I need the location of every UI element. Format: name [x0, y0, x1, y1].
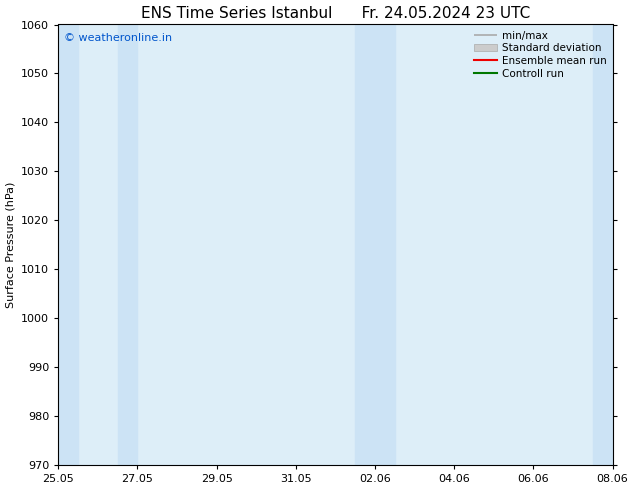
Text: © weatheronline.in: © weatheronline.in: [64, 33, 172, 43]
Title: ENS Time Series Istanbul      Fr. 24.05.2024 23 UTC: ENS Time Series Istanbul Fr. 24.05.2024 …: [141, 5, 530, 21]
Bar: [118, 24, 138, 465]
Bar: [593, 24, 612, 465]
Bar: [355, 24, 395, 465]
Bar: [58, 24, 78, 465]
Y-axis label: Surface Pressure (hPa): Surface Pressure (hPa): [6, 182, 16, 308]
Legend: min/max, Standard deviation, Ensemble mean run, Controll run: min/max, Standard deviation, Ensemble me…: [470, 26, 611, 83]
